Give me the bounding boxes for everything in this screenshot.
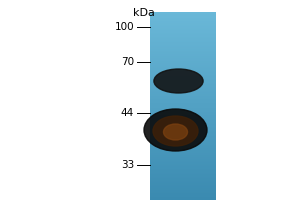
Text: 100: 100 <box>115 22 134 32</box>
Ellipse shape <box>153 116 198 146</box>
Ellipse shape <box>144 109 207 151</box>
Text: 44: 44 <box>121 108 134 118</box>
Text: kDa: kDa <box>133 8 155 18</box>
Ellipse shape <box>154 69 203 93</box>
Text: 33: 33 <box>121 160 134 170</box>
Text: 70: 70 <box>121 57 134 67</box>
Ellipse shape <box>164 124 188 140</box>
